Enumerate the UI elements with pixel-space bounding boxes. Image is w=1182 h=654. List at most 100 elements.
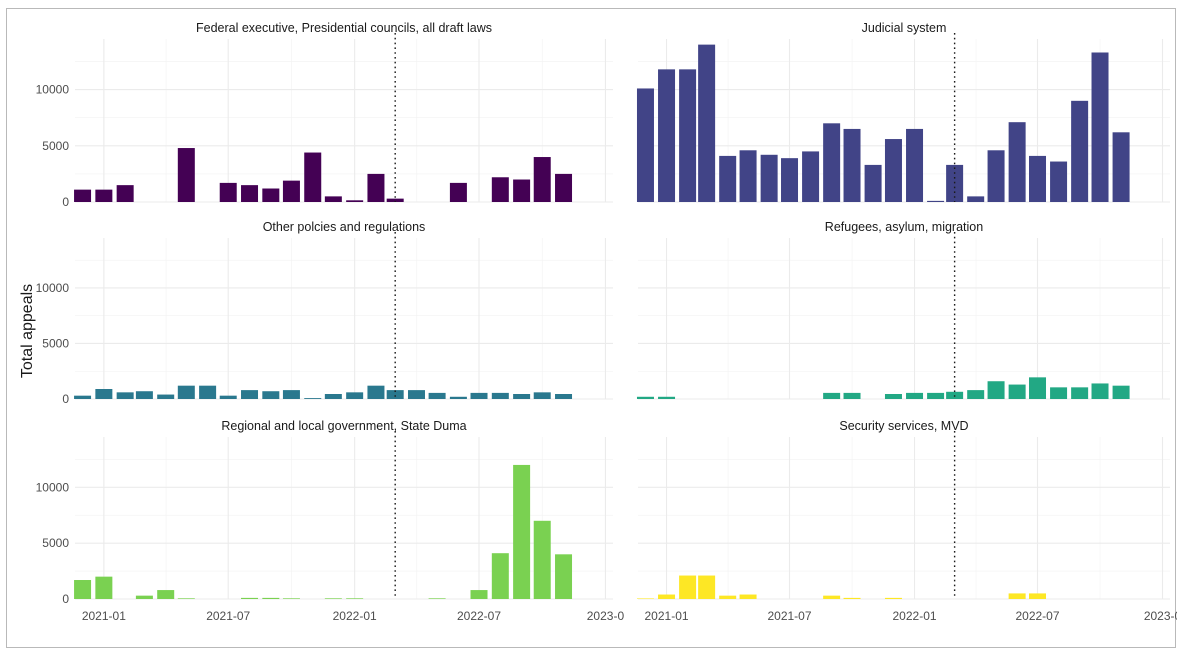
x-tick-label: 2021-01 — [645, 609, 689, 623]
bar — [533, 157, 551, 202]
y-tick-label: 5000 — [42, 139, 69, 153]
bar — [843, 128, 861, 202]
bar — [135, 391, 153, 399]
panel-title: Security services, MVD — [839, 419, 968, 433]
bar — [241, 390, 259, 399]
bar — [946, 164, 964, 202]
bar — [324, 394, 342, 399]
bar — [95, 576, 113, 599]
bar — [386, 390, 404, 399]
y-tick-label: 0 — [62, 592, 69, 606]
bar — [95, 189, 113, 202]
bar — [823, 595, 841, 599]
panel-2: Judicial system — [636, 21, 1170, 203]
bar — [1008, 593, 1026, 599]
bar — [739, 594, 757, 599]
bar — [1112, 132, 1130, 202]
bar — [658, 594, 676, 599]
bar — [555, 554, 573, 599]
bar — [241, 185, 259, 202]
bar — [262, 597, 280, 599]
x-tick-label: 2021-01 — [82, 609, 126, 623]
bar — [823, 123, 841, 202]
panel-4: Refugees, asylum, migration — [636, 220, 1170, 400]
bar — [987, 150, 1005, 202]
bar — [719, 595, 737, 599]
bar — [1112, 385, 1130, 399]
bar — [282, 598, 300, 599]
bar — [157, 394, 175, 399]
bar — [636, 88, 654, 202]
y-tick-label: 10000 — [36, 281, 70, 295]
chart-frame: Total appeals Federal executive, Preside… — [6, 8, 1182, 648]
bar — [658, 69, 676, 203]
bar — [470, 392, 488, 399]
bar — [636, 598, 654, 599]
panel-title: Other polcies and regulations — [263, 220, 426, 234]
bar — [1029, 377, 1047, 399]
bar — [658, 396, 676, 399]
bar — [177, 598, 195, 599]
bar — [386, 198, 404, 202]
y-tick-label: 5000 — [42, 536, 69, 550]
x-tick-label: 2021-07 — [767, 609, 811, 623]
bar — [1008, 384, 1026, 399]
bar — [199, 385, 217, 399]
x-tick-label: 2023-0 — [1144, 609, 1177, 623]
bar — [513, 179, 531, 202]
bar — [884, 139, 902, 202]
bar — [346, 598, 364, 599]
bar — [513, 394, 531, 399]
bar — [74, 580, 92, 599]
x-tick-label: 2022-07 — [457, 609, 501, 623]
bar — [449, 396, 467, 399]
bar — [781, 158, 799, 202]
bar — [262, 391, 280, 399]
panel-6: Security services, MVD 2021-01 2021-07 2022… — [636, 419, 1182, 623]
bar — [241, 597, 259, 599]
bar — [324, 598, 342, 599]
bar — [1050, 387, 1068, 399]
bar — [906, 128, 924, 202]
bar — [760, 154, 778, 202]
y-tick-label: 0 — [62, 392, 69, 406]
bar — [177, 148, 195, 202]
x-tick-label: 2021-07 — [206, 609, 250, 623]
bar — [282, 390, 300, 399]
bar — [219, 395, 237, 399]
bar — [679, 575, 697, 599]
bar — [906, 392, 924, 399]
x-tick-label: 2023-0 — [587, 609, 625, 623]
bar — [135, 595, 153, 599]
bar — [428, 598, 446, 599]
panel-title: Regional and local government, State Dum… — [221, 419, 466, 433]
bar — [555, 173, 573, 202]
panel-title: Federal executive, Presidential councils… — [196, 21, 492, 35]
bar — [1071, 387, 1089, 399]
bar — [95, 389, 113, 399]
bar — [1029, 593, 1047, 599]
bar — [513, 464, 531, 599]
bar — [491, 177, 509, 202]
bar — [1091, 52, 1109, 202]
bar — [304, 398, 322, 399]
x-tick-label: 2022-01 — [333, 609, 377, 623]
x-tick-label: 2022-07 — [1015, 609, 1059, 623]
panel-title: Judicial system — [862, 21, 947, 35]
bar — [864, 164, 882, 202]
bar — [967, 390, 985, 399]
y-tick-label: 5000 — [42, 336, 69, 350]
bar — [739, 150, 757, 202]
bar — [927, 200, 945, 202]
bar — [407, 390, 425, 399]
bar — [491, 553, 509, 599]
bar — [346, 200, 364, 202]
bar — [636, 396, 654, 399]
panel-3: Other polcies and regulations 0 5000 10000 — [36, 220, 613, 406]
bar — [74, 189, 92, 202]
bar — [324, 196, 342, 202]
panel-1: Federal executive, Presidential councils… — [36, 21, 613, 209]
bar — [967, 196, 985, 202]
faceted-bar-chart: Total appeals Federal executive, Preside… — [19, 21, 1182, 623]
bar — [346, 392, 364, 399]
